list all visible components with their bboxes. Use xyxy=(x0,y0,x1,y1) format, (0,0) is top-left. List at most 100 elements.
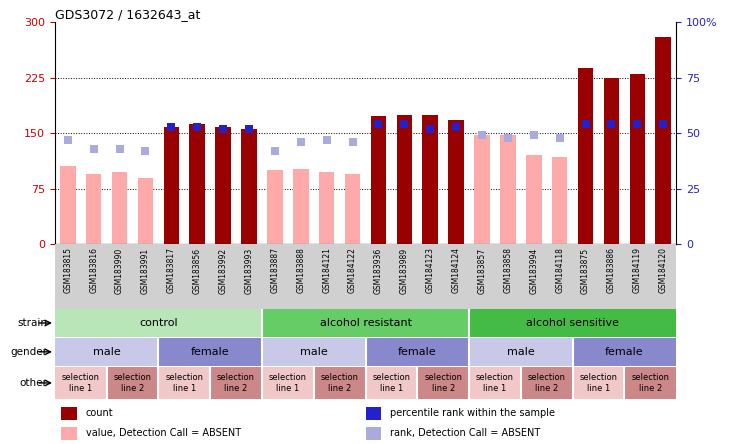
Bar xyxy=(211,367,262,399)
Bar xyxy=(241,130,257,244)
Bar xyxy=(262,244,288,309)
Bar xyxy=(366,367,417,399)
Text: percentile rank within the sample: percentile rank within the sample xyxy=(390,408,556,418)
Point xyxy=(657,121,669,128)
Bar xyxy=(159,338,262,366)
Bar xyxy=(604,78,619,244)
Text: control: control xyxy=(139,318,178,328)
Text: count: count xyxy=(86,408,113,418)
Bar xyxy=(624,244,651,309)
Bar xyxy=(216,127,231,244)
Point xyxy=(62,136,74,143)
Bar xyxy=(366,338,469,366)
Bar xyxy=(61,407,77,420)
Text: selection
line 2: selection line 2 xyxy=(217,373,255,392)
Text: gender: gender xyxy=(10,347,48,357)
Bar xyxy=(624,367,676,399)
Text: selection
line 2: selection line 2 xyxy=(528,373,566,392)
Text: rank, Detection Call = ABSENT: rank, Detection Call = ABSENT xyxy=(390,428,541,438)
Text: GSM183994: GSM183994 xyxy=(529,247,538,293)
Bar xyxy=(137,178,154,244)
Bar xyxy=(293,169,308,244)
Text: GSM184124: GSM184124 xyxy=(452,247,461,293)
Text: GSM183992: GSM183992 xyxy=(219,247,227,293)
Text: selection
line 1: selection line 1 xyxy=(269,373,307,392)
Bar xyxy=(572,338,676,366)
Point xyxy=(632,121,643,128)
Text: GSM183989: GSM183989 xyxy=(400,247,409,293)
Bar xyxy=(60,166,75,244)
Bar xyxy=(651,244,676,309)
Text: GSM183888: GSM183888 xyxy=(296,247,306,293)
Point xyxy=(321,136,333,143)
Point xyxy=(450,123,462,130)
Text: selection
line 2: selection line 2 xyxy=(424,373,462,392)
Bar xyxy=(474,135,490,244)
Bar xyxy=(345,174,360,244)
Point xyxy=(269,147,281,155)
Bar xyxy=(526,155,542,244)
Text: GSM183815: GSM183815 xyxy=(64,247,72,293)
Bar xyxy=(132,244,159,309)
Point xyxy=(605,121,617,128)
Bar xyxy=(599,244,624,309)
Text: selection
line 1: selection line 1 xyxy=(61,373,99,392)
Point xyxy=(476,132,488,139)
Bar xyxy=(159,367,211,399)
Text: selection
line 1: selection line 1 xyxy=(372,373,410,392)
Text: alcohol sensitive: alcohol sensitive xyxy=(526,318,619,328)
Bar xyxy=(55,367,107,399)
Text: female: female xyxy=(605,347,644,357)
Text: GSM184123: GSM184123 xyxy=(425,247,435,293)
Bar xyxy=(521,244,547,309)
Bar xyxy=(314,244,340,309)
Bar xyxy=(86,174,102,244)
Bar xyxy=(159,244,184,309)
Text: GSM183816: GSM183816 xyxy=(89,247,98,293)
Bar xyxy=(417,367,469,399)
Bar xyxy=(262,367,314,399)
Text: GSM183936: GSM183936 xyxy=(374,247,383,293)
Text: GSM183858: GSM183858 xyxy=(504,247,512,293)
Bar xyxy=(552,157,567,244)
Bar xyxy=(448,120,464,244)
Text: strain: strain xyxy=(18,318,48,328)
Point xyxy=(114,145,126,152)
Bar xyxy=(288,244,314,309)
Bar xyxy=(314,367,366,399)
Bar xyxy=(366,407,381,420)
Text: GSM183875: GSM183875 xyxy=(581,247,590,293)
Point xyxy=(346,139,358,146)
Bar xyxy=(267,170,283,244)
Point xyxy=(373,121,385,128)
Bar xyxy=(396,115,412,244)
Bar xyxy=(366,244,391,309)
Text: other: other xyxy=(20,378,48,388)
Text: GSM183887: GSM183887 xyxy=(270,247,279,293)
Bar xyxy=(521,367,572,399)
Point xyxy=(165,123,177,130)
Bar xyxy=(469,367,520,399)
Text: value, Detection Call = ABSENT: value, Detection Call = ABSENT xyxy=(86,428,241,438)
Bar xyxy=(547,244,572,309)
Bar xyxy=(500,135,515,244)
Bar xyxy=(189,124,205,244)
Bar xyxy=(572,367,624,399)
Point xyxy=(425,125,436,132)
Bar xyxy=(107,244,132,309)
Text: selection
line 2: selection line 2 xyxy=(632,373,670,392)
Point xyxy=(554,134,566,141)
Text: GSM184118: GSM184118 xyxy=(555,247,564,293)
Bar xyxy=(164,127,179,244)
Text: GSM184120: GSM184120 xyxy=(659,247,667,293)
Bar xyxy=(443,244,469,309)
Point xyxy=(243,125,255,132)
Bar xyxy=(112,172,127,244)
Bar xyxy=(423,115,438,244)
Text: male: male xyxy=(93,347,121,357)
Bar xyxy=(656,37,671,244)
Bar xyxy=(55,244,80,309)
Text: GSM184119: GSM184119 xyxy=(633,247,642,293)
Text: GSM183856: GSM183856 xyxy=(193,247,202,293)
Bar xyxy=(262,309,469,337)
